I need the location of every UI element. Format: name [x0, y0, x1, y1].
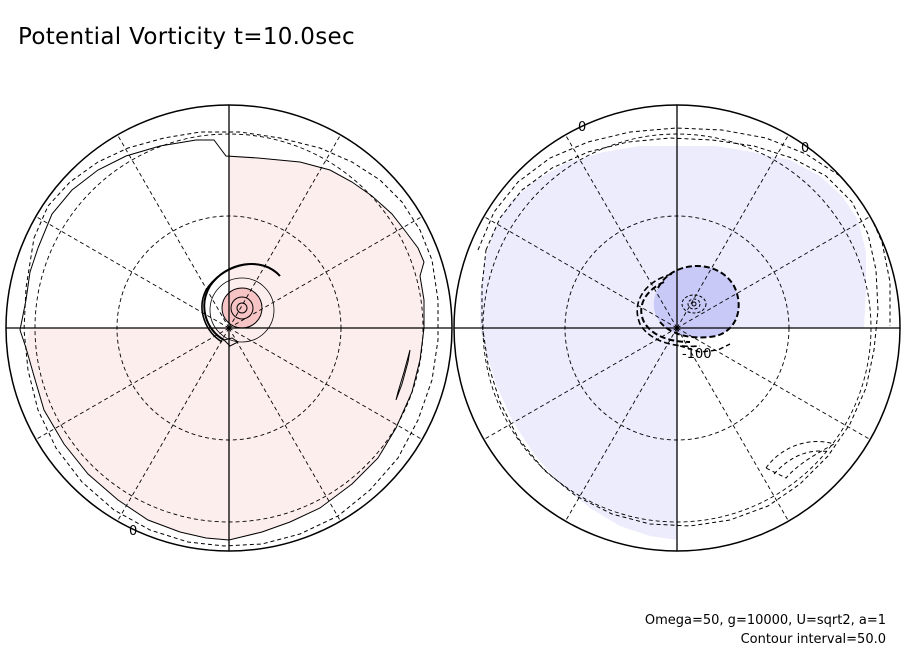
- left-filament: [395, 349, 411, 401]
- right-core-contour-thick: [657, 265, 740, 339]
- right-tail-contour: [679, 343, 731, 353]
- contour-interval-note: Contour interval=50.0: [740, 632, 886, 647]
- left-outer-dashed-contour: [23, 131, 439, 547]
- left-zero-contour: [19, 139, 425, 541]
- right-zero-label-top-right: 0: [801, 141, 809, 156]
- left-meridians: [35, 134, 423, 522]
- left-ring-thin: [209, 277, 275, 343]
- right-zero-label-top-left: 0: [578, 120, 586, 135]
- right-core-fill: [653, 265, 739, 338]
- right-meridians: [483, 134, 871, 522]
- right-boundary-circle: [453, 104, 901, 552]
- left-core-contour-2: [230, 296, 254, 320]
- left-boundary-circle: [5, 104, 453, 552]
- parameters-note: Omega=50, g=10000, U=sqrt2, a=1: [644, 613, 886, 628]
- left-core-contour-3: [236, 302, 248, 314]
- right-negative-region: [480, 146, 866, 540]
- left-positive-region: [26, 155, 424, 540]
- right-minus100-label: -100: [682, 347, 712, 362]
- right-hemisphere-plot: 0 0 -100: [453, 104, 901, 552]
- figure-title: Potential Vorticity t=10.0sec: [18, 24, 355, 50]
- right-inner-core-1: [681, 294, 707, 314]
- right-arc-contour-2: [636, 273, 701, 348]
- left-core-fill: [222, 288, 262, 328]
- right-eddy-contour-2: [773, 450, 831, 475]
- right-arc-contour-1: [640, 281, 691, 343]
- left-zero-label: 0: [129, 524, 137, 539]
- left-hemisphere-plot: 0: [5, 104, 453, 552]
- right-inner-core-2: [687, 298, 701, 310]
- right-eddy-contour-1: [765, 441, 836, 479]
- right-inner-core-3: [691, 301, 697, 307]
- left-spiral-arm-2: [201, 263, 271, 343]
